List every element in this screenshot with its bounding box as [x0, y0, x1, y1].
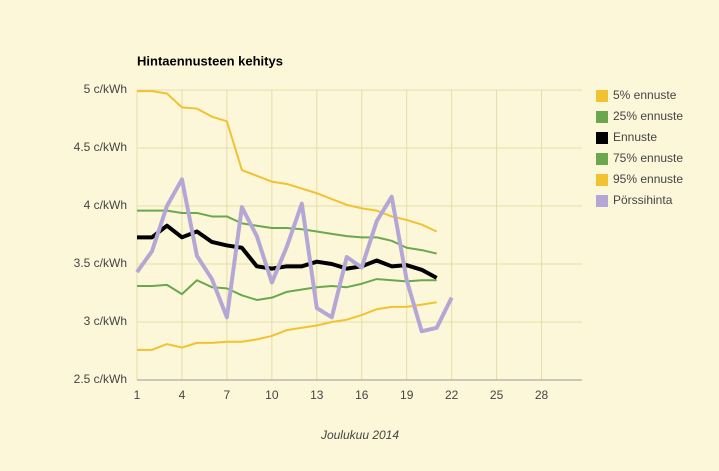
legend-label: Ennuste	[613, 130, 657, 144]
x-tick-label: 13	[310, 388, 324, 402]
legend-swatch	[596, 132, 608, 144]
legend-label: 75% ennuste	[613, 151, 683, 165]
x-tick-label: 7	[224, 388, 231, 402]
series-line	[137, 301, 437, 351]
legend-label: 95% ennuste	[613, 172, 683, 186]
x-tick-label: 1	[134, 388, 141, 402]
y-tick-label: 4.5 c/kWh	[74, 140, 127, 154]
series-line	[137, 90, 438, 233]
series-line	[137, 278, 437, 301]
x-tick-label: 25	[490, 388, 504, 402]
y-tick-label: 3.5 c/kWh	[74, 256, 127, 270]
x-tick-label: 28	[535, 388, 549, 402]
x-tick-label: 19	[400, 388, 414, 402]
plot-area	[137, 90, 582, 380]
y-tick-label: 2.5 c/kWh	[74, 372, 127, 386]
series-line	[137, 223, 438, 280]
series-line	[135, 177, 454, 334]
legend-swatch	[596, 174, 608, 186]
x-axis-label: Joulukuu 2014	[320, 428, 399, 442]
legend-swatch	[596, 90, 608, 102]
legend-swatch	[596, 111, 608, 123]
x-tick-label: 16	[355, 388, 369, 402]
y-tick-label: 4 c/kWh	[84, 198, 127, 212]
legend-label: 25% ennuste	[613, 109, 683, 123]
x-tick-label: 4	[179, 388, 186, 402]
y-tick-label: 5 c/kWh	[84, 82, 127, 96]
x-tick-label: 22	[445, 388, 459, 402]
legend-swatch	[596, 195, 608, 207]
legend-label: 5% ennuste	[613, 88, 677, 102]
y-tick-label: 3 c/kWh	[84, 314, 127, 328]
legend-label: Pörssihinta	[613, 193, 673, 207]
x-tick-label: 10	[265, 388, 279, 402]
chart-title: Hintaennusteen kehitys	[137, 53, 283, 68]
legend-swatch	[596, 153, 608, 165]
